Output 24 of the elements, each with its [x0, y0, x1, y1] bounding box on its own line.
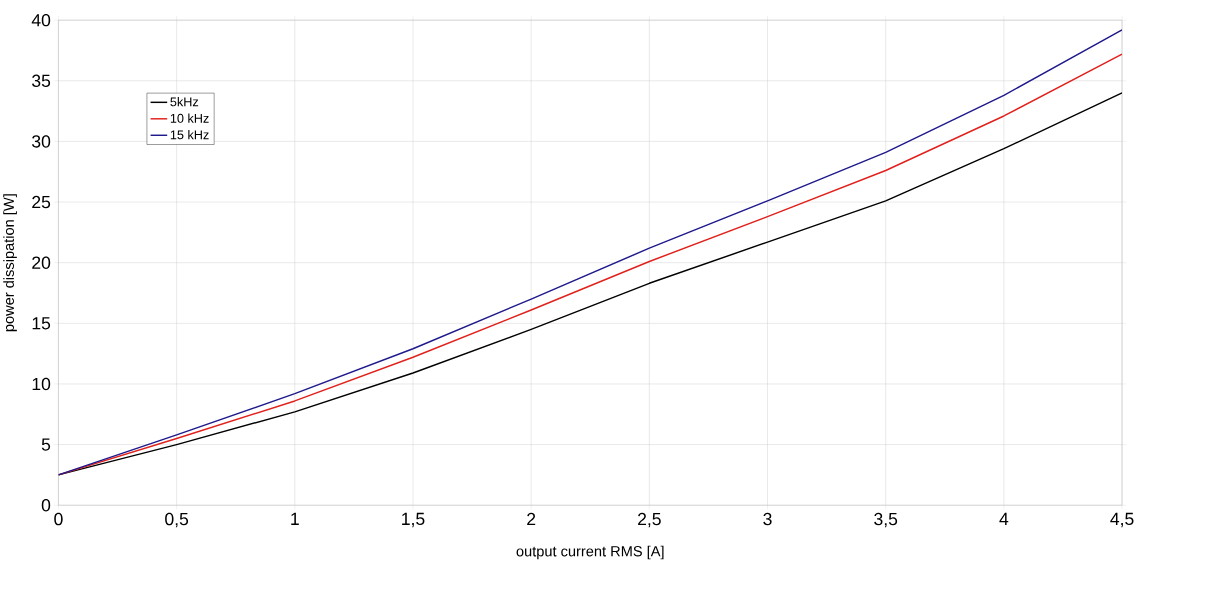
legend-label: 5kHz: [170, 97, 199, 107]
legend-label: 15 kHz: [170, 130, 209, 140]
legend-label: 10 kHz: [170, 113, 209, 123]
y-tick-label: 40: [31, 14, 51, 27]
x-tick-label: 3: [763, 513, 772, 526]
y-tick-label: 15: [32, 317, 51, 330]
y-tick-label: 5: [41, 438, 51, 451]
x-tick-label: 3,5: [874, 513, 898, 528]
x-tick-label: 0: [54, 513, 63, 526]
y-tick-label: 20: [32, 256, 51, 270]
x-tick-label: 1,5: [402, 513, 425, 528]
x-tick-label: 4: [999, 513, 1009, 526]
y-tick-label: 35: [32, 74, 51, 88]
x-tick-label: 2: [527, 513, 536, 526]
y-tick-label: 0: [41, 499, 51, 512]
y-tick-label: 10: [32, 377, 51, 391]
y-tick-label: 25: [32, 196, 51, 209]
x-tick-label: 0,5: [165, 513, 189, 528]
y-tick-label: 30: [32, 135, 51, 148]
x-tick-label: 4,5: [1110, 513, 1134, 528]
x-tick-label: 2,5: [638, 513, 661, 528]
x-axis-title: output current RMS [A]: [516, 545, 664, 560]
y-axis-title: power dissipation [W]: [3, 194, 17, 332]
x-tick-label: 1: [291, 513, 299, 526]
